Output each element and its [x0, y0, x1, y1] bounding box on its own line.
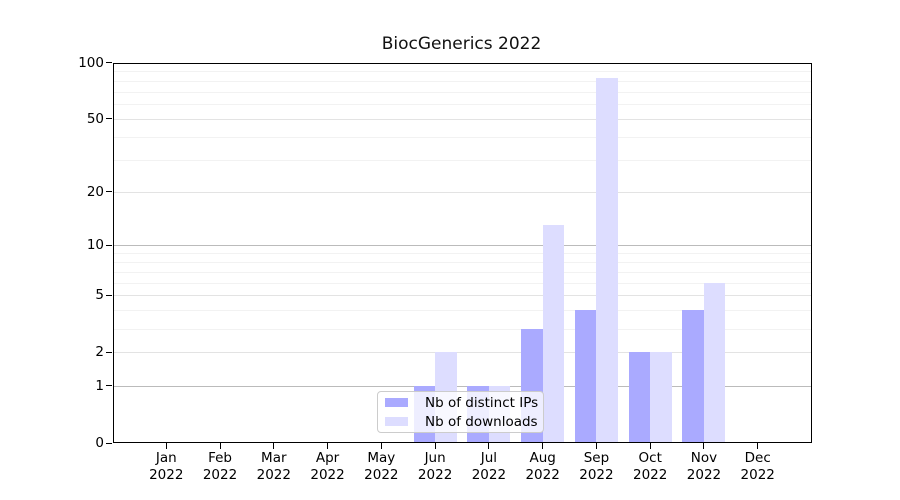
x-tick-mark-dec [757, 443, 759, 449]
x-tick-label-apr: Apr 2022 [310, 450, 345, 483]
gridline-mid-2 [112, 352, 812, 354]
x-tick-label-dec: Dec 2022 [740, 450, 775, 483]
x-tick-mark-mar [273, 443, 275, 449]
gridline-minor-90 [112, 71, 812, 73]
legend-item-distinct-ips: Nb of distinct IPs [385, 395, 543, 411]
y-tick-label-5: 5 [95, 287, 104, 304]
x-tick-mark-sep [595, 443, 597, 449]
bar-distinct-ips-oct [628, 352, 651, 443]
y-tick-mark-2 [106, 351, 112, 353]
y-tick-label-10: 10 [86, 237, 104, 254]
y-tick-label-2: 2 [95, 344, 104, 361]
y-tick-mark-0 [106, 442, 112, 444]
legend-label-downloads: Nb of downloads [425, 413, 538, 430]
y-tick-mark-20 [106, 191, 112, 193]
gridline-mid-50 [112, 118, 812, 120]
legend-item-downloads: Nb of downloads [385, 414, 543, 430]
bar-distinct-ips-nov [682, 310, 704, 443]
y-tick-label-50: 50 [86, 110, 104, 127]
x-tick-label-mar: Mar 2022 [256, 450, 291, 483]
gridline-minor-4 [112, 310, 812, 312]
gridline-major-100 [112, 62, 812, 64]
gridline-minor-7 [112, 271, 812, 273]
bar-distinct-ips-sep [574, 310, 597, 443]
x-tick-label-jul: Jul 2022 [471, 450, 507, 483]
gridline-minor-9 [112, 253, 812, 255]
x-tick-label-jun: Jun 2022 [417, 450, 453, 483]
y-tick-label-0: 0 [95, 435, 104, 451]
y-tick-mark-10 [106, 244, 112, 246]
x-tick-mark-jul [488, 443, 490, 449]
gridline-major-1 [112, 385, 812, 387]
x-tick-label-aug: Aug 2022 [525, 450, 560, 483]
x-tick-mark-jun [434, 443, 436, 449]
legend-swatch-downloads [385, 417, 408, 426]
gridline-minor-3 [112, 328, 812, 330]
x-tick-label-jan: Jan 2022 [149, 450, 184, 483]
y-tick-mark-5 [106, 294, 112, 296]
y-tick-label-1: 1 [95, 377, 104, 394]
x-tick-mark-nov [703, 443, 705, 449]
x-tick-mark-may [380, 443, 382, 449]
y-tick-label-20: 20 [86, 183, 104, 200]
x-tick-label-may: May 2022 [364, 450, 399, 483]
gridline-minor-6 [112, 282, 812, 284]
y-tick-label-100: 100 [78, 54, 104, 71]
plot-area: Nb of distinct IPs Nb of downloads [112, 62, 812, 443]
legend-label-distinct-ips: Nb of distinct IPs [425, 394, 539, 411]
gridline-mid-5 [112, 295, 812, 297]
legend: Nb of distinct IPs Nb of downloads [377, 391, 544, 433]
x-tick-label-nov: Nov 2022 [686, 450, 722, 483]
gridline-mid-20 [112, 191, 812, 193]
bar-downloads-oct [650, 352, 672, 443]
gridline-minor-80 [112, 80, 812, 82]
x-tick-mark-aug [542, 443, 544, 449]
gridline-major-10 [112, 245, 812, 247]
x-tick-mark-apr [327, 443, 329, 449]
y-tick-mark-50 [106, 118, 112, 120]
gridline-minor-8 [112, 261, 812, 263]
gridline-minor-70 [112, 91, 812, 93]
bar-downloads-aug [542, 225, 565, 443]
x-tick-mark-feb [219, 443, 221, 449]
y-tick-mark-1 [106, 385, 112, 387]
x-tick-mark-jan [165, 443, 167, 449]
gridline-minor-60 [112, 104, 812, 106]
legend-swatch-distinct-ips [385, 398, 408, 407]
bar-downloads-nov [703, 282, 726, 443]
y-tick-mark-100 [106, 62, 112, 63]
x-tick-mark-oct [649, 443, 651, 449]
gridline-minor-40 [112, 136, 812, 138]
x-tick-label-sep: Sep 2022 [579, 450, 614, 483]
x-tick-label-feb: Feb 2022 [202, 450, 238, 483]
chart-title: BiocGenerics 2022 [381, 34, 542, 54]
gridline-minor-30 [112, 159, 812, 161]
x-tick-label-oct: Oct 2022 [633, 450, 668, 483]
bar-downloads-sep [596, 77, 618, 443]
